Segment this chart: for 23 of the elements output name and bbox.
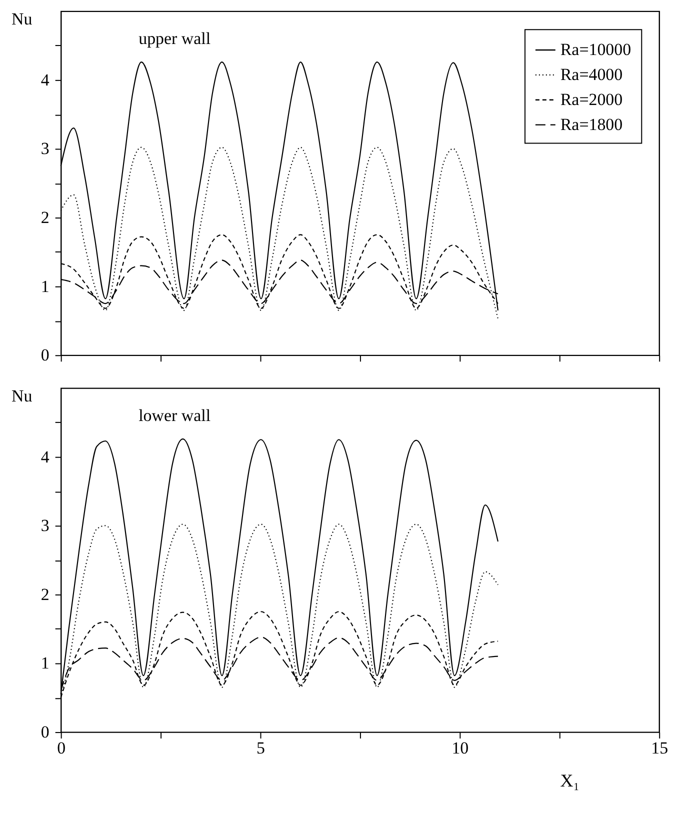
- x-tick-label: 15: [651, 738, 668, 758]
- y-tick-label: 4: [40, 447, 50, 466]
- annotation: upper wall: [138, 29, 211, 48]
- y-axis-title: Nu: [11, 10, 33, 29]
- legend-label: Ra=1800: [560, 114, 623, 134]
- y-tick-label: 1: [40, 276, 50, 296]
- legend-label: Ra=2000: [560, 90, 623, 109]
- y-tick-label: 0: [40, 722, 50, 742]
- y-tick-label: 3: [40, 516, 50, 536]
- y-tick-label: 0: [40, 346, 50, 365]
- y-tick-label: 1: [40, 654, 50, 673]
- x-tick-label: 5: [256, 738, 265, 758]
- y-tick-label: 2: [40, 208, 50, 228]
- x-tick-label: 0: [57, 738, 66, 758]
- annotation: lower wall: [138, 406, 211, 425]
- y-axis-title: Nu: [11, 386, 33, 406]
- x-axis-title: X₁: [560, 770, 580, 790]
- legend-label: Ra=10000: [560, 40, 632, 59]
- y-tick-label: 3: [40, 139, 50, 158]
- legend-label: Ra=4000: [560, 64, 623, 84]
- x-tick-label: 10: [452, 738, 469, 758]
- y-tick-label: 2: [40, 584, 50, 604]
- y-tick-label: 4: [40, 70, 50, 90]
